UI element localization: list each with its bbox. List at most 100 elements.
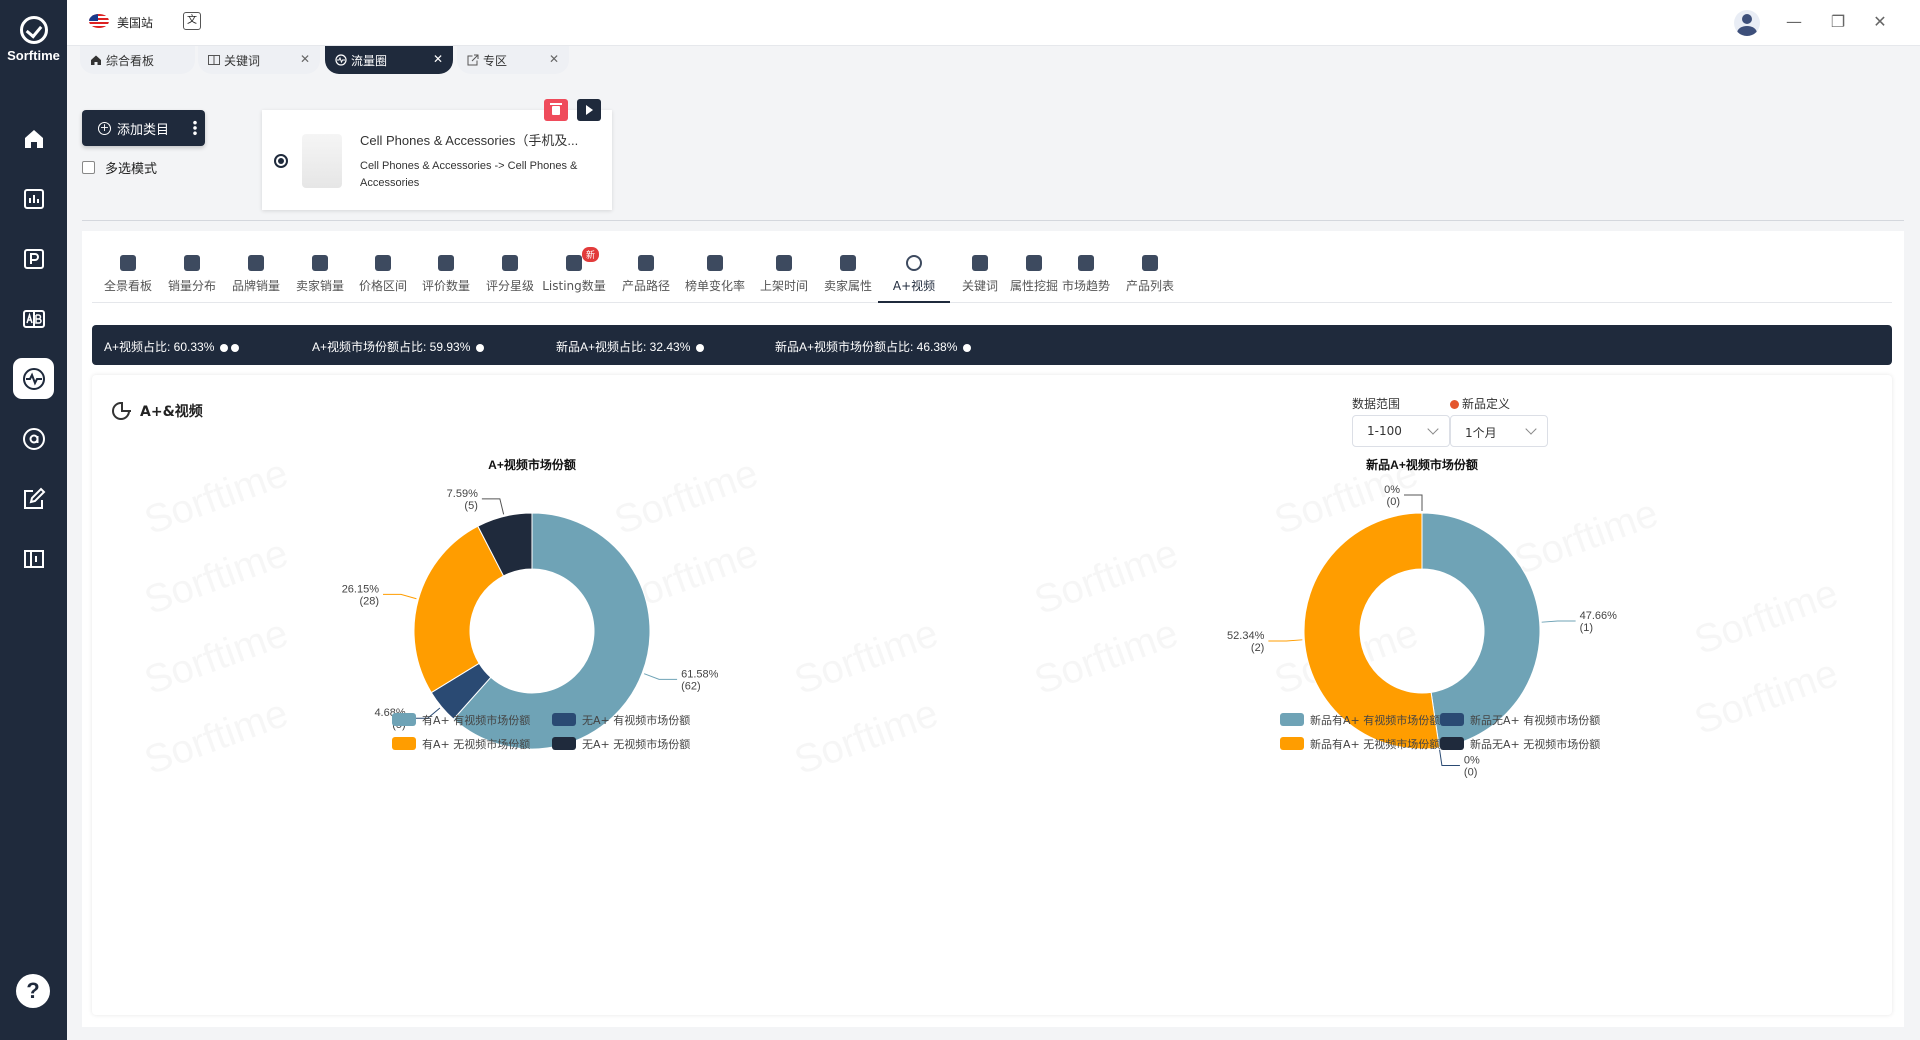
donut-slice[interactable] [1303, 512, 1440, 750]
donut-slice[interactable] [477, 512, 533, 577]
sidebar-item-home[interactable] [13, 118, 54, 159]
func-tab-14[interactable]: 关键词 [944, 247, 1016, 303]
slice-percent-label: 61.58% [681, 668, 719, 680]
label-leader-line [1268, 639, 1303, 642]
legend-label[interactable]: 有A+ 无视频市场份额 [422, 737, 530, 751]
function-tab-icon [638, 255, 654, 271]
multi-select-checkbox[interactable] [82, 161, 95, 174]
donut-slice[interactable] [1421, 512, 1541, 749]
restore-button[interactable]: ❐ [1830, 12, 1846, 31]
sidebar-item-products[interactable] [13, 238, 54, 279]
legend-label[interactable]: 无A+ 无视频市场份额 [582, 737, 690, 751]
user-avatar[interactable] [1734, 10, 1760, 36]
close-icon[interactable]: ✕ [548, 52, 559, 66]
func-tab-5[interactable]: 价格区间 [347, 247, 419, 303]
minimize-button[interactable]: — [1786, 12, 1802, 31]
info-dot-icon[interactable] [231, 344, 240, 352]
function-tab-label: 上架时间 [759, 279, 808, 293]
tab-label: 综合看板 [106, 53, 155, 68]
func-tab-3[interactable]: 品牌销量 [220, 247, 292, 303]
legend-swatch[interactable] [552, 737, 576, 750]
function-tab-label: 属性挖掘 [1009, 279, 1058, 293]
delete-category-button[interactable] [544, 99, 568, 121]
info-dot-icon[interactable] [220, 344, 229, 352]
warning-icon[interactable] [1450, 400, 1459, 409]
func-tab-8[interactable]: Listing数量 新 [538, 247, 610, 303]
close-icon[interactable]: ✕ [299, 52, 310, 66]
function-tab-label: 评价数量 [421, 279, 470, 293]
sidebar-item-traffic[interactable] [13, 358, 54, 399]
slice-percent-label: 26.15% [342, 583, 380, 595]
site-selector[interactable]: 美国站 [117, 16, 154, 30]
func-tab-6[interactable]: 评价数量 [410, 247, 482, 303]
sidebar-item-library[interactable] [13, 538, 54, 579]
section-header: A+&视频 [112, 401, 203, 421]
sidebar-item-amazon[interactable] [13, 418, 54, 459]
category-radio[interactable] [274, 154, 288, 168]
func-tab-16[interactable]: 市场趋势 [1050, 247, 1122, 303]
legend-swatch[interactable] [1280, 737, 1304, 750]
multi-select-toggle[interactable]: 多选模式 [82, 158, 157, 177]
donut-slice[interactable] [413, 525, 505, 694]
info-dot-icon[interactable] [963, 344, 972, 352]
func-tab-7[interactable]: 评分星级 [474, 247, 546, 303]
func-tab-4[interactable]: 卖家销量 [284, 247, 356, 303]
func-tab-13[interactable]: A+视频 [878, 247, 950, 303]
label-leader-line [383, 593, 417, 600]
info-dot-icon[interactable] [476, 344, 485, 352]
legend-label[interactable]: 新品无A+ 有视频市场份额 [1470, 713, 1600, 727]
range-select[interactable]: 1-100 [1352, 415, 1450, 447]
category-title: Cell Phones & Accessories（手机及... [360, 133, 579, 148]
function-tab-label: 市场趋势 [1061, 279, 1110, 293]
func-tab-15[interactable]: 属性挖掘 [998, 247, 1070, 303]
sidebar-item-compare[interactable] [13, 298, 54, 339]
new-definition-select[interactable]: 1个月 [1450, 415, 1548, 447]
info-dot-icon[interactable] [696, 344, 705, 352]
legend-swatch[interactable] [1280, 713, 1304, 726]
sidebar-item-edit[interactable] [13, 478, 54, 519]
translate-icon[interactable]: 文 [183, 12, 201, 30]
slice-count-label: (2) [1251, 642, 1264, 654]
stat-text: 新品A+视频市场份额占比: 46.38% [775, 340, 958, 354]
multi-select-label: 多选模式 [105, 162, 158, 177]
function-tab-icon [248, 255, 264, 271]
func-tab-12[interactable]: 卖家属性 [812, 247, 884, 303]
add-category-button[interactable]: + 添加类目 [82, 110, 205, 146]
func-tab-10[interactable]: 榜单变化率 [679, 247, 751, 303]
tab-zone[interactable]: 专区 ✕ [457, 46, 569, 74]
func-tab-2[interactable]: 销量分布 [156, 247, 228, 303]
p-icon [23, 248, 44, 269]
sidebar-item-analytics[interactable] [13, 178, 54, 219]
tab-keywords[interactable]: 关键词 ✕ [198, 46, 320, 74]
slice-percent-label: 0% [1464, 755, 1480, 767]
category-card[interactable]: Cell Phones & Accessories（手机及... Cell Ph… [262, 110, 612, 210]
help-button[interactable]: ? [16, 974, 50, 1008]
legend-swatch[interactable] [552, 713, 576, 726]
home-icon [24, 129, 43, 148]
legend-swatch[interactable] [392, 713, 416, 726]
legend-label[interactable]: 新品有A+ 无视频市场份额 [1310, 737, 1440, 751]
legend-label[interactable]: 无A+ 有视频市场份额 [582, 713, 690, 727]
function-tab-label: 销量分布 [167, 279, 216, 293]
close-window-button[interactable]: ✕ [1873, 12, 1887, 31]
tab-traffic[interactable]: 流量圈 ✕ [325, 46, 453, 74]
legend-swatch[interactable] [392, 737, 416, 750]
legend-swatch[interactable] [1440, 737, 1464, 750]
legend-label[interactable]: 有A+ 有视频市场份额 [422, 713, 530, 727]
us-flag-icon [89, 14, 109, 28]
play-button[interactable] [577, 99, 601, 121]
legend-swatch[interactable] [1440, 713, 1464, 726]
function-tab-icon [906, 255, 922, 271]
tab-dashboard[interactable]: 综合看板 [80, 46, 195, 74]
legend-label[interactable]: 新品无A+ 无视频市场份额 [1470, 737, 1600, 751]
func-tab-9[interactable]: 产品路径 [610, 247, 682, 303]
more-vertical-icon[interactable] [193, 120, 197, 136]
func-tab-17[interactable]: 产品列表 [1114, 247, 1186, 303]
donut-slice[interactable] [452, 512, 651, 750]
close-icon[interactable]: ✕ [432, 52, 443, 66]
brand[interactable]: Sorftime [0, 16, 67, 63]
label-leader-line [481, 498, 505, 515]
legend-label[interactable]: 新品有A+ 有视频市场份额 [1310, 713, 1440, 727]
func-tab-11[interactable]: 上架时间 [748, 247, 820, 303]
func-tab-1[interactable]: 全景看板 [92, 247, 164, 303]
